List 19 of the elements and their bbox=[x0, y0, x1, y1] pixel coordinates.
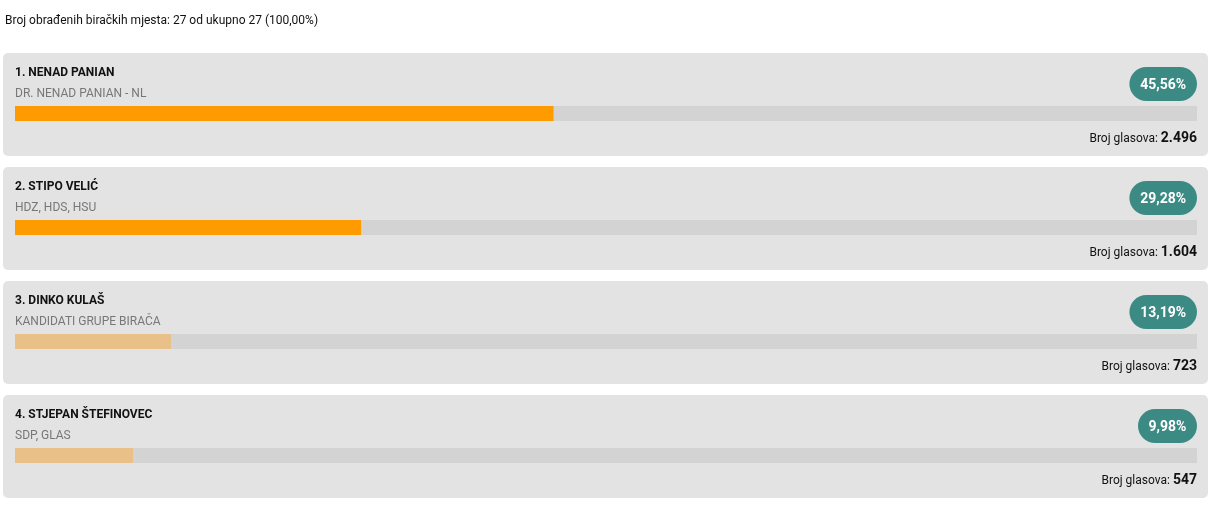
bar bbox=[15, 448, 133, 463]
annotation: Broj glasova: 2.496 bbox=[1089, 129, 1197, 145]
data-label: 9,98% bbox=[1148, 418, 1187, 434]
bar bbox=[15, 334, 171, 349]
y-tick-label: 1. NENAD PANIAN bbox=[15, 65, 115, 79]
data-label: 45,56% bbox=[1140, 76, 1187, 92]
y-tick-label: 4. STJEPAN ŠTEFINOVEC bbox=[15, 406, 153, 421]
annotation: SDP, GLAS bbox=[15, 428, 71, 442]
chart-title: Broj obrađenih biračkih mjesta: 27 od ukupno 27 (100,00%) bbox=[5, 13, 319, 27]
annotation: Broj glasova: 723 bbox=[1101, 357, 1197, 373]
annotation: KANDIDATI GRUPE BIRAČA bbox=[15, 313, 161, 328]
data-label: 13,19% bbox=[1140, 304, 1187, 320]
annotation: DR. NENAD PANIAN - NL bbox=[15, 86, 147, 100]
annotation: HDZ, HDS, HSU bbox=[15, 200, 97, 214]
y-tick-label: 2. STIPO VELIĆ bbox=[15, 178, 99, 193]
annotation: Broj glasova: 1.604 bbox=[1089, 243, 1197, 259]
y-tick-label: 3. DINKO KULAŠ bbox=[15, 292, 105, 307]
annotation: Broj glasova: 547 bbox=[1101, 471, 1197, 487]
data-label: 29,28% bbox=[1140, 190, 1187, 206]
